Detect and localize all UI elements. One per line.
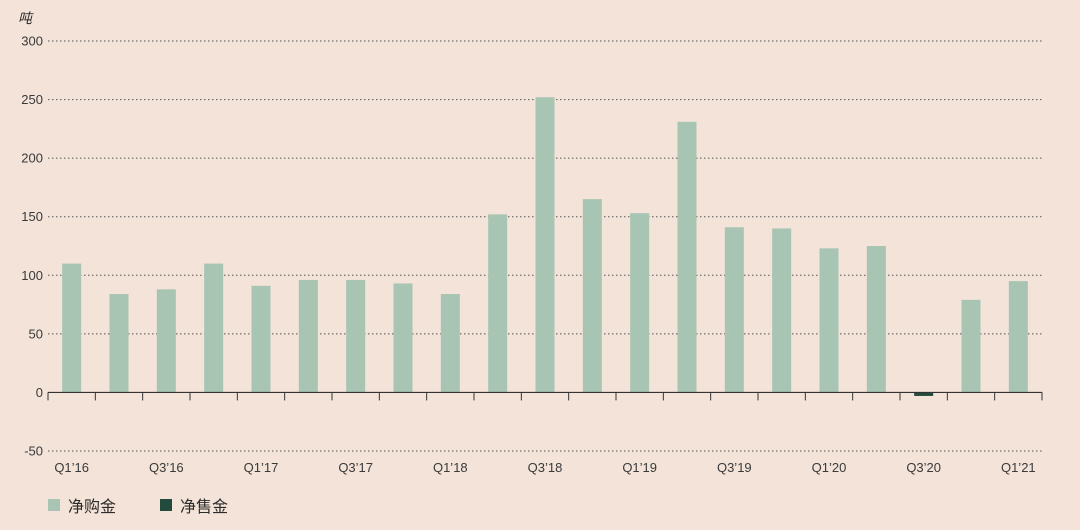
y-unit-label: 吨 bbox=[18, 10, 34, 26]
x-tick-label: Q3’16 bbox=[149, 460, 184, 475]
bar-net-purchase bbox=[488, 214, 508, 393]
bar-net-purchase bbox=[346, 279, 366, 393]
y-tick-label: 100 bbox=[21, 268, 43, 283]
bar-net-purchase bbox=[204, 263, 224, 393]
legend-swatch-net-purchase bbox=[48, 499, 60, 511]
x-tick-label: Q1’20 bbox=[812, 460, 847, 475]
y-tick-label: 50 bbox=[29, 326, 43, 341]
x-tick-label: Q1’16 bbox=[54, 460, 89, 475]
bar-net-purchase bbox=[772, 228, 792, 393]
bar-net-purchase bbox=[535, 97, 555, 393]
y-tick-label: -50 bbox=[24, 444, 43, 459]
y-tick-label: 150 bbox=[21, 209, 43, 224]
y-tick-label: 300 bbox=[21, 34, 43, 49]
bar-net-purchase bbox=[393, 283, 413, 393]
legend-label-net-purchase: 净购金 bbox=[68, 499, 117, 516]
y-tick-label: 200 bbox=[21, 151, 43, 166]
bar-net-purchase bbox=[630, 213, 650, 393]
legend-item-net-sale: 净售金 bbox=[160, 493, 228, 517]
x-tick-label: Q3’20 bbox=[906, 460, 941, 475]
x-tick-label: Q1’19 bbox=[622, 460, 657, 475]
bar-net-purchase bbox=[866, 246, 886, 393]
x-tick-label: Q1’18 bbox=[433, 460, 468, 475]
bar-net-purchase bbox=[819, 248, 839, 393]
bar-net-purchase bbox=[677, 121, 697, 393]
bar-net-purchase bbox=[1008, 281, 1028, 393]
bar-net-purchase bbox=[251, 285, 271, 393]
bar-net-purchase bbox=[582, 199, 602, 393]
bar-net-purchase bbox=[961, 299, 981, 393]
bar-net-purchase bbox=[62, 263, 82, 393]
legend-swatch-net-sale bbox=[160, 499, 173, 511]
x-tick-label: Q1’21 bbox=[1001, 460, 1036, 475]
legend: 净购金 净售金 bbox=[48, 493, 228, 517]
y-tick-label: 250 bbox=[21, 92, 43, 107]
x-tick-label: Q3’18 bbox=[528, 460, 563, 475]
bar-net-purchase bbox=[440, 294, 460, 393]
bar-net-purchase bbox=[109, 294, 129, 393]
legend-item-net-purchase: 净购金 bbox=[48, 493, 116, 517]
legend-label-net-sale: 净售金 bbox=[180, 499, 229, 516]
y-tick-label: 0 bbox=[36, 385, 43, 400]
bar-net-sale bbox=[914, 392, 934, 396]
bar-net-purchase bbox=[724, 227, 744, 393]
x-tick-label: Q1’17 bbox=[244, 460, 279, 475]
bar-net-purchase bbox=[156, 289, 176, 393]
bar-net-purchase bbox=[298, 279, 318, 393]
x-tick-label: Q3’17 bbox=[338, 460, 373, 475]
x-tick-label: Q3’19 bbox=[717, 460, 752, 475]
